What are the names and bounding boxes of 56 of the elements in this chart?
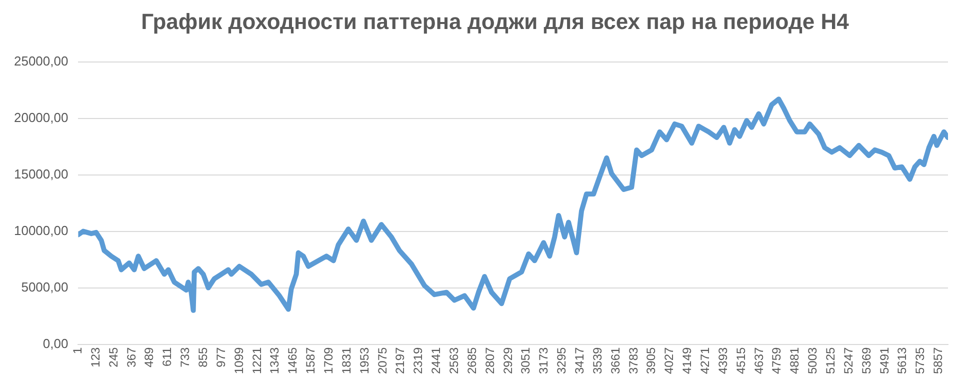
chart-title: График доходности паттерна доджи для всех пар на периоде H4 xyxy=(140,8,850,36)
x-tick-label: 123 xyxy=(88,346,102,368)
x-tick-label: 3905 xyxy=(644,346,658,374)
x-tick-label: 5735 xyxy=(913,346,928,374)
x-tick-label: 4271 xyxy=(698,346,712,374)
x-tick-label: 3417 xyxy=(572,346,587,374)
x-tick-label: 5125 xyxy=(823,346,838,374)
x-tick-label: 1831 xyxy=(339,346,354,374)
x-tick-label: 5857 xyxy=(931,346,946,374)
x-tick-label: 1221 xyxy=(250,346,264,374)
x-tick-label: 977 xyxy=(214,346,228,368)
y-tick-label: 10000,00 xyxy=(14,222,68,238)
x-tick-label: 2319 xyxy=(411,346,426,374)
x-tick-label: 4881 xyxy=(788,346,802,374)
x-tick-label: 4637 xyxy=(752,346,766,374)
x-tick-label: 3783 xyxy=(626,346,640,374)
x-tick-label: 367 xyxy=(124,346,138,368)
x-tick-label: 855 xyxy=(196,346,210,368)
x-tick-label: 5613 xyxy=(895,346,910,374)
x-tick-label: 4393 xyxy=(716,346,730,374)
x-tick-label: 4027 xyxy=(662,346,676,374)
y-tick-label: 0,00 xyxy=(42,336,68,351)
x-tick-label: 3661 xyxy=(608,346,622,374)
x-tick-label: 3295 xyxy=(554,346,569,374)
x-tick-label: 2563 xyxy=(447,346,462,374)
y-tick-label: 15000,00 xyxy=(14,166,68,182)
y-tick-label: 25000,00 xyxy=(14,53,68,68)
x-tick-label: 5369 xyxy=(859,346,874,374)
x-tick-label: 2441 xyxy=(429,346,444,374)
y-tick-label: 5000,00 xyxy=(21,279,68,294)
x-tick-label: 1465 xyxy=(286,346,300,374)
x-tick-label: 4149 xyxy=(680,346,694,374)
y-tick-label: 20000,00 xyxy=(14,110,68,125)
x-tick-label: 4759 xyxy=(770,346,784,374)
x-tick-label: 2075 xyxy=(375,346,390,374)
x-tick-label: 4515 xyxy=(734,346,748,374)
x-tick-label: 5003 xyxy=(806,346,820,374)
x-tick-label: 1953 xyxy=(357,346,372,374)
x-tick-label: 1587 xyxy=(304,346,318,374)
x-tick-label: 3539 xyxy=(590,346,604,374)
x-tick-label: 2807 xyxy=(482,346,497,374)
x-tick-label: 611 xyxy=(160,346,174,366)
x-tick-label: 1099 xyxy=(232,346,246,374)
x-tick-label: 489 xyxy=(142,346,156,368)
x-tick-label: 1709 xyxy=(322,346,336,374)
x-tick-label: 733 xyxy=(178,346,192,368)
x-tick-label: 2197 xyxy=(393,346,408,374)
x-tick-label: 2929 xyxy=(500,346,515,374)
x-tick-label: 5491 xyxy=(877,346,892,374)
x-tick-label: 5247 xyxy=(841,346,856,374)
x-tick-label: 245 xyxy=(106,346,120,368)
x-tick-label: 3173 xyxy=(536,346,551,374)
x-tick-label: 1343 xyxy=(268,346,282,374)
x-tick-label: 3051 xyxy=(518,346,533,374)
x-tick-label: 2685 xyxy=(464,346,479,374)
x-tick-label: 1 xyxy=(70,346,85,354)
